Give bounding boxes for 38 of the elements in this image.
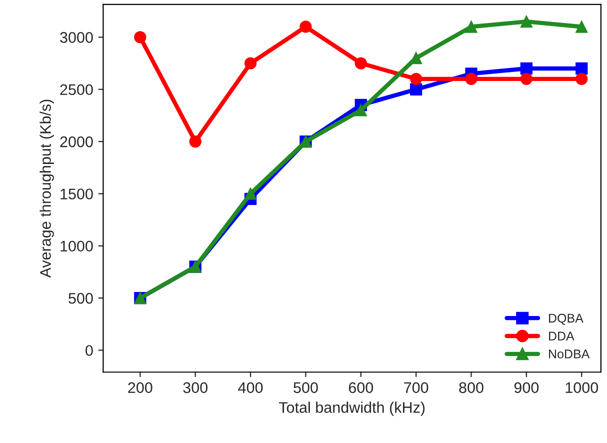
x-tick-label: 600 bbox=[348, 382, 374, 394]
legend-label: DDA bbox=[549, 332, 574, 340]
x-tick-label: 800 bbox=[459, 382, 484, 394]
point bbox=[465, 72, 478, 86]
y-tick-label: 1500 bbox=[60, 188, 93, 200]
point bbox=[244, 188, 257, 200]
legend-label: DQBA bbox=[549, 314, 584, 325]
x-tick-label: 500 bbox=[294, 382, 318, 394]
point bbox=[244, 57, 257, 70]
x-tick-label: 1000 bbox=[566, 382, 598, 394]
point bbox=[576, 72, 588, 86]
legend-label: NoDBA bbox=[549, 350, 590, 358]
point bbox=[410, 83, 422, 96]
point bbox=[354, 57, 367, 70]
point bbox=[134, 31, 146, 44]
point bbox=[520, 15, 533, 28]
y-tick-label: 500 bbox=[68, 292, 93, 304]
y-tick-label: 3000 bbox=[60, 32, 93, 43]
x-tick-label: 400 bbox=[238, 382, 263, 394]
x-tick-label: 200 bbox=[128, 382, 152, 394]
y-tick-label: 2000 bbox=[60, 136, 93, 148]
point bbox=[300, 20, 312, 33]
y-tick-label: 2500 bbox=[60, 84, 93, 96]
x-axis-title: Total bandwidth (kHz) bbox=[278, 402, 425, 416]
point bbox=[410, 72, 422, 86]
y-tick-label: 0 bbox=[86, 345, 93, 356]
point bbox=[520, 72, 533, 86]
x-tick-label: 300 bbox=[183, 382, 208, 394]
y-tick-label: 1000 bbox=[60, 240, 93, 252]
point bbox=[354, 104, 367, 116]
point bbox=[520, 62, 533, 75]
point bbox=[576, 20, 588, 33]
x-tick-label: 700 bbox=[404, 382, 428, 394]
y-axis-title: Average throughput (Kb/s) bbox=[40, 100, 54, 278]
point bbox=[576, 62, 588, 75]
point bbox=[189, 135, 202, 148]
x-tick-label: 900 bbox=[514, 382, 539, 394]
point bbox=[465, 20, 478, 33]
